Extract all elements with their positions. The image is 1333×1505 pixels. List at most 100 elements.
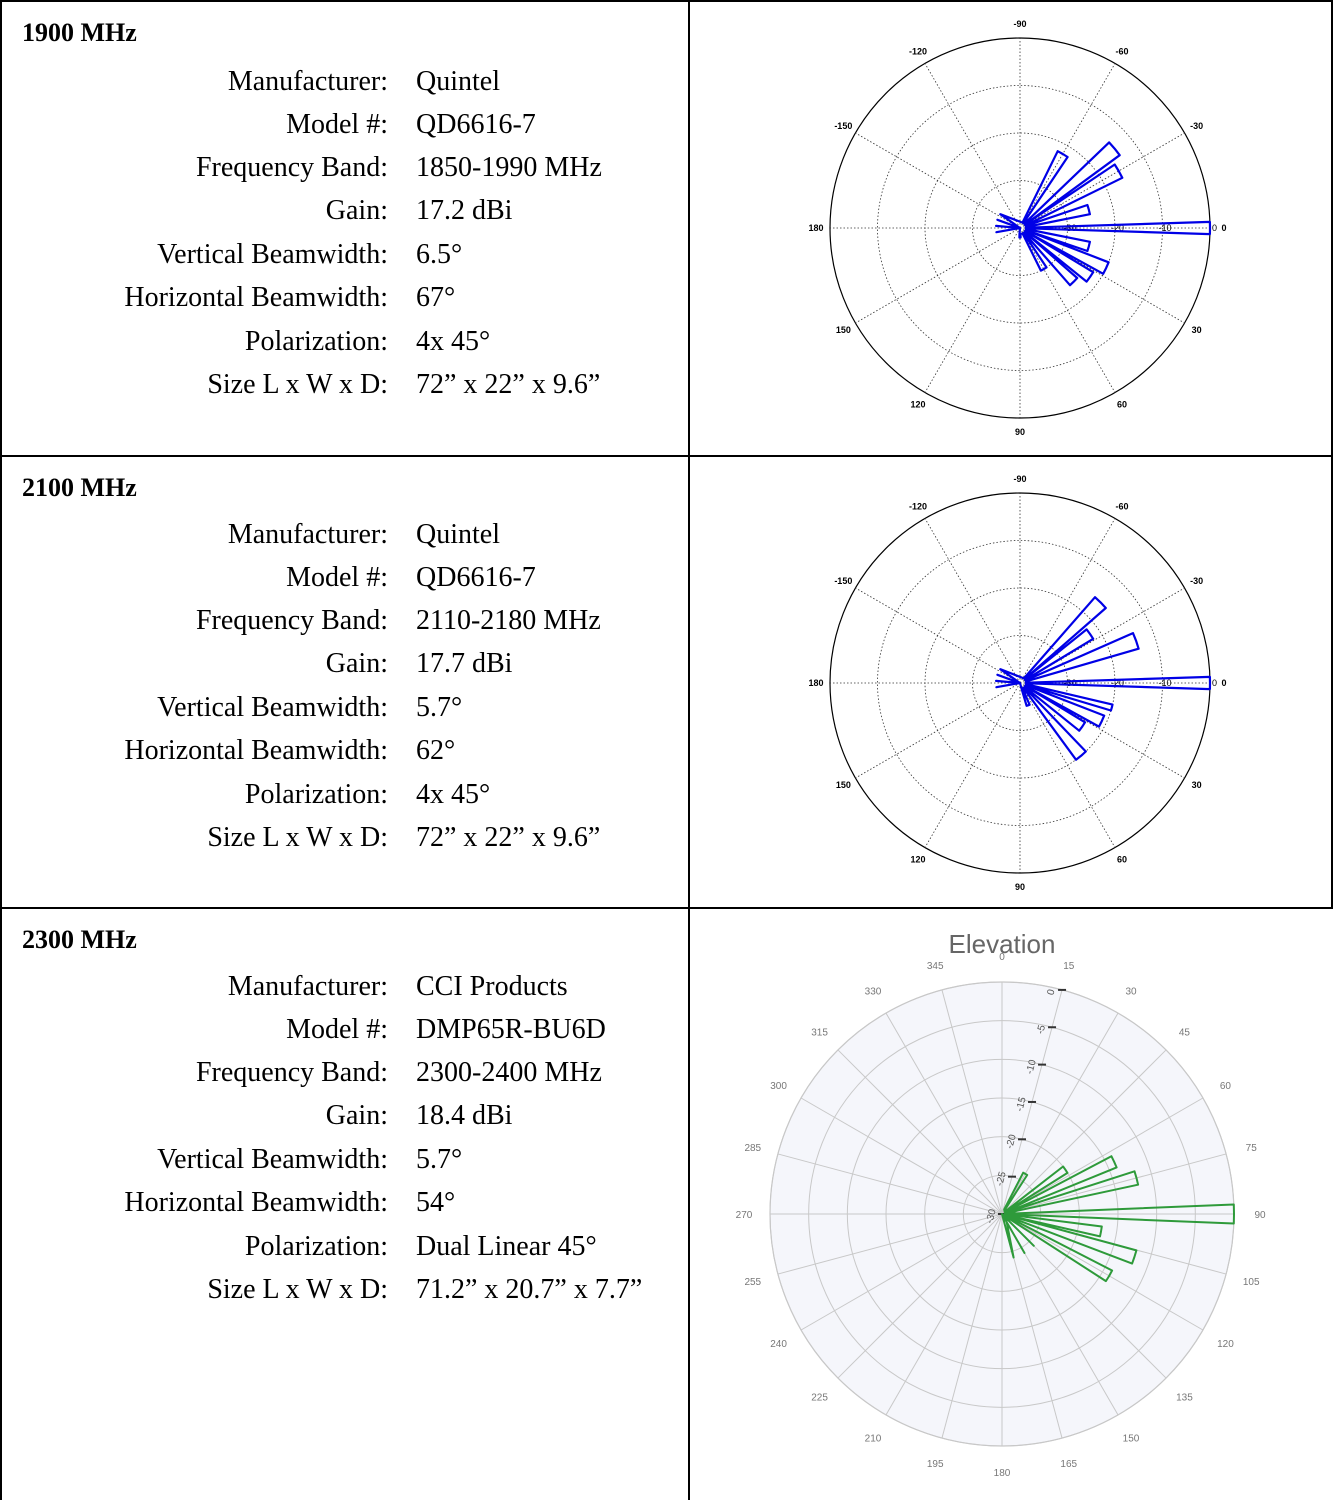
spec-label: Vertical Beamwidth: <box>157 239 388 270</box>
grid-spoke <box>941 1213 1003 1439</box>
angle-tick-label: 60 <box>1117 855 1127 865</box>
angle-tick-label: 0 <box>1221 223 1226 233</box>
spec-cell-2100: 2100 MHz Manufacturer: Quintel Model #: QD… <box>2 457 688 907</box>
angle-tick-label: 180 <box>808 223 823 233</box>
spec-row-polarization: Polarization: 4x 45° <box>2 779 688 815</box>
grid-spoke <box>924 518 1021 684</box>
polar-chart-2100: -90 -60 -30 0 30 60 90 120 150 180 -150 -120 -30 -20 -… <box>808 474 1226 892</box>
angle-tick-label: 300 <box>770 1081 787 1092</box>
radial-tick-label: -10 <box>1024 1058 1038 1075</box>
pattern-curve <box>995 141 1212 287</box>
spec-value: DMP65R-BU6D <box>416 1014 606 1045</box>
spec-value: 72” x 22” x 9.6” <box>416 822 601 853</box>
grid-spoke <box>1001 1097 1204 1215</box>
row-divider-1 <box>0 455 1333 457</box>
angle-tick-label: 90 <box>1015 882 1025 892</box>
spec-row-gain: Gain: 17.7 dBi <box>2 648 688 684</box>
grid-spoke <box>1019 227 1116 393</box>
angle-tick-label: -120 <box>909 46 927 56</box>
angle-tick-label: 240 <box>770 1339 787 1350</box>
spec-value: 67° <box>416 282 456 313</box>
angle-tick-label: 60 <box>1117 400 1127 410</box>
grid-spoke <box>1001 1049 1167 1215</box>
spec-row-vertical-beamwidth: Vertical Beamwidth: 5.7° <box>2 1144 688 1180</box>
radial-tick-label: 0 <box>1212 678 1217 688</box>
spec-label: Size L x W x D: <box>207 369 388 400</box>
spec-value: QD6616-7 <box>416 562 536 593</box>
spec-row-polarization: Polarization: 4x 45° <box>2 326 688 362</box>
angle-tick-label: -60 <box>1115 46 1128 56</box>
table-border-right <box>1331 0 1333 909</box>
angle-tick-label: -150 <box>834 121 852 131</box>
grid-ring <box>972 635 1068 731</box>
spec-row-model: Model #: DMP65R-BU6D <box>2 1014 688 1050</box>
spec-label: Size L x W x D: <box>207 822 388 853</box>
grid-spoke <box>924 227 1021 393</box>
angle-tick-label: 255 <box>744 1277 761 1288</box>
grid-spoke <box>800 1213 1003 1331</box>
grid-spoke <box>1019 63 1116 229</box>
spec-value: 17.7 dBi <box>416 648 513 679</box>
chart-title: Elevation <box>949 929 1056 959</box>
spec-value: Quintel <box>416 66 500 97</box>
angle-tick-label: 345 <box>927 961 944 972</box>
spec-cell-1900: 1900 MHz Manufacturer: Quintel Model #: QD… <box>2 2 688 455</box>
angle-tick-label: 30 <box>1125 987 1137 998</box>
angle-tick-label: 180 <box>808 678 823 688</box>
angle-tick-label: 15 <box>1063 961 1075 972</box>
grid-spoke <box>1019 682 1116 848</box>
table-border-top <box>0 0 1333 2</box>
angle-tick-label: 150 <box>1123 1433 1140 1444</box>
grid-spoke <box>1001 1012 1119 1215</box>
spec-row-frequency: Frequency Band: 1850-1990 MHz <box>2 152 688 188</box>
angle-tick-label: 135 <box>1176 1392 1193 1403</box>
grid-spoke <box>777 1213 1003 1275</box>
spec-value: 17.2 dBi <box>416 195 513 226</box>
spec-label: Polarization: <box>244 1231 388 1262</box>
spec-row-vertical-beamwidth: Vertical Beamwidth: 5.7° <box>2 692 688 728</box>
grid-spoke <box>924 63 1021 229</box>
spec-label: Model #: <box>286 109 388 140</box>
angle-tick-label: -150 <box>834 576 852 586</box>
angle-tick-label: -30 <box>1190 121 1203 131</box>
radial-tick-label: 0 <box>1212 223 1217 233</box>
angle-tick-label: 120 <box>910 855 925 865</box>
spec-row-gain: Gain: 18.4 dBi <box>2 1100 688 1136</box>
grid-spoke <box>855 227 1021 324</box>
pattern-curve <box>1001 1155 1235 1283</box>
angle-tick-label: 60 <box>1220 1081 1232 1092</box>
spec-label: Model #: <box>286 562 388 593</box>
radial-tick-label: -15 <box>1014 1095 1028 1112</box>
spec-value: 5.7° <box>416 1144 463 1175</box>
spec-label: Size L x W x D: <box>207 1274 388 1305</box>
spec-row-frequency: Frequency Band: 2110-2180 MHz <box>2 605 688 641</box>
spec-row-horizontal-beamwidth: Horizontal Beamwidth: 54° <box>2 1187 688 1223</box>
angle-tick-label: 30 <box>1192 325 1202 335</box>
spec-label: Frequency Band: <box>195 605 388 636</box>
spec-row-gain: Gain: 17.2 dBi <box>2 195 688 231</box>
spec-value: 71.2” x 20.7” x 7.7” <box>416 1274 643 1305</box>
radial-tick-label: -5 <box>1035 1023 1048 1035</box>
column-divider <box>688 0 690 1500</box>
radial-tick-label: -20 <box>1111 223 1124 233</box>
grid-spoke <box>1001 1153 1227 1215</box>
spec-row-manufacturer: Manufacturer: CCI Products <box>2 971 688 1007</box>
spec-label: Gain: <box>325 195 388 226</box>
spec-label: Model #: <box>286 1014 388 1045</box>
angle-tick-label: 120 <box>910 400 925 410</box>
spec-row-vertical-beamwidth: Vertical Beamwidth: 6.5° <box>2 239 688 275</box>
spec-value: 62° <box>416 735 456 766</box>
spec-value: Dual Linear 45° <box>416 1231 597 1262</box>
radial-tick-label: -20 <box>1111 678 1124 688</box>
angle-tick-label: 180 <box>994 1468 1011 1479</box>
spec-value: QD6616-7 <box>416 109 536 140</box>
angle-tick-label: -60 <box>1115 501 1128 511</box>
angle-tick-label: 90 <box>1254 1210 1266 1221</box>
angle-tick-label: 0 <box>999 952 1005 963</box>
grid-spoke <box>837 1049 1003 1215</box>
spec-label: Frequency Band: <box>195 152 388 183</box>
polar-chart-1900: -90 -60 -30 0 30 60 90 120 150 180 -150 -120 -30 -20 -… <box>808 19 1226 437</box>
spec-label: Polarization: <box>244 779 388 810</box>
band-title: 2100 MHz <box>22 473 137 502</box>
angle-tick-label: 165 <box>1060 1459 1077 1470</box>
